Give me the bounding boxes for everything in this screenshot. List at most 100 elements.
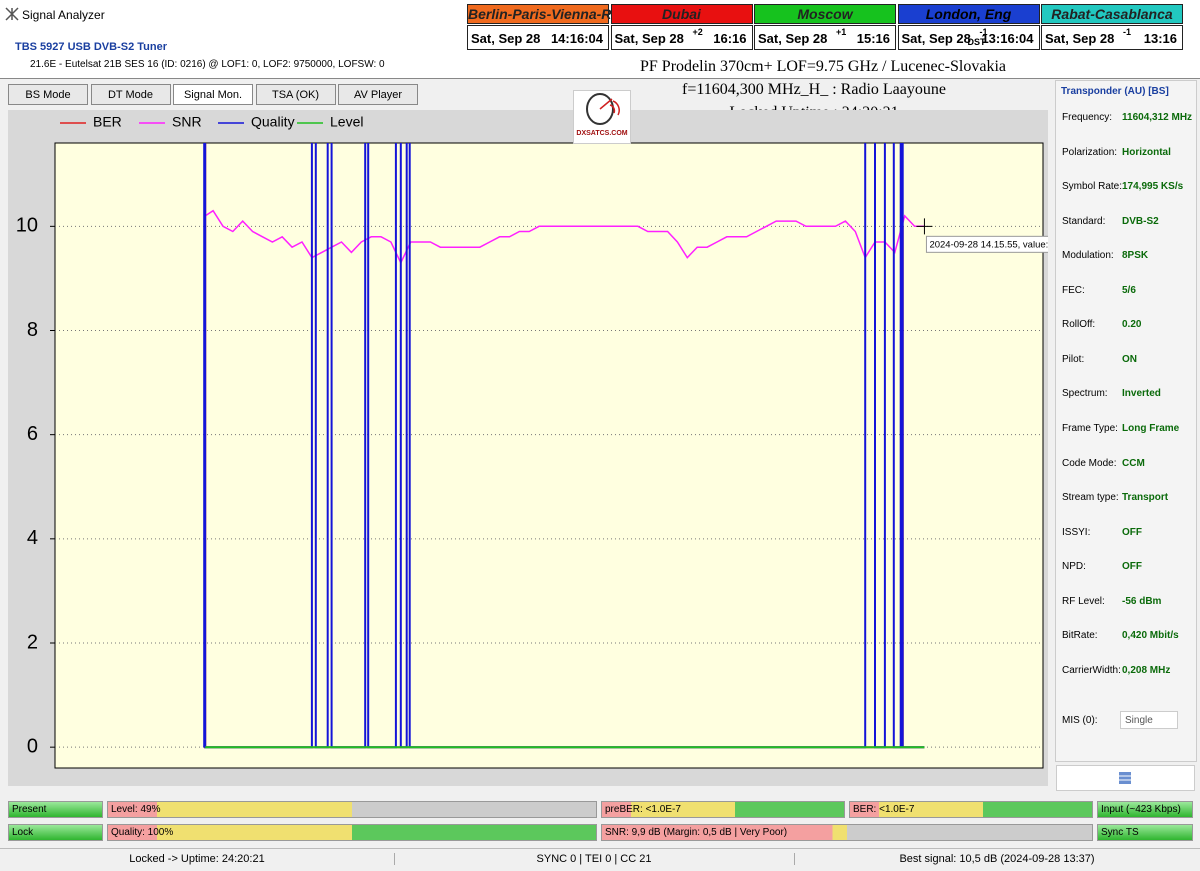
param-label: Standard: — [1062, 215, 1106, 227]
clock-note: DST — [967, 37, 986, 47]
status-segment: Lock — [8, 824, 103, 841]
dish-info: PF Prodelin 370cm+ LOF=9.75 GHz / Lucene… — [640, 58, 1006, 75]
param-value: 174,995 KS/s — [1122, 181, 1184, 193]
param-label: Modulation: — [1062, 250, 1114, 262]
param-value: Horizontal — [1122, 146, 1171, 158]
clock-offset: -1 — [979, 27, 988, 37]
clock-date: Sat, Sep 28 — [758, 31, 828, 46]
param-value: 11604,312 MHz — [1122, 112, 1193, 123]
param-value: Transport — [1122, 492, 1169, 504]
tab[interactable]: TSA (OK) — [255, 84, 336, 105]
mis-dropdown[interactable]: Single — [1120, 711, 1178, 729]
y-tick-label: 0 — [27, 735, 38, 757]
clock-time: 14:16:04 — [550, 31, 603, 46]
legend-label: BER — [93, 114, 122, 130]
logo-text: DXSATCS.COM — [576, 130, 628, 137]
param-label: CarrierWidth: — [1062, 664, 1121, 676]
clock-city: Dubai — [610, 4, 753, 24]
tooltip-box — [925, 235, 1048, 253]
y-tick-label: 10 — [16, 215, 38, 237]
clock-date: Sat, Sep 28 — [901, 31, 971, 46]
param-value: OFF — [1122, 526, 1142, 538]
param-value: ON — [1122, 353, 1137, 365]
clock-time: 15:16 — [856, 31, 890, 46]
clock-offset: +2 — [692, 27, 703, 37]
clock-date: Sat, Sep 28 — [1045, 31, 1115, 46]
param-label: RF Level: — [1062, 595, 1105, 607]
param-label: ISSYI: — [1062, 526, 1091, 538]
footer-bar — [0, 848, 1200, 871]
tab[interactable]: BS Mode — [8, 84, 88, 105]
status-segment: Quality: 100% — [107, 824, 597, 841]
param-value: 0,420 Mbit/s — [1122, 630, 1179, 642]
clock-city: Moscow — [754, 4, 896, 24]
crosshair — [916, 218, 933, 235]
param-label: BitRate: — [1062, 630, 1098, 642]
param-value: DVB-S2 — [1122, 215, 1159, 227]
series-line — [204, 209, 925, 265]
param-label: RollOff: — [1062, 319, 1096, 331]
transponder-panel — [1055, 80, 1197, 762]
chart: 0 2 4 6 8 10 BER SNR Quality Level 2024-09-28 14.1… — [8, 110, 1048, 786]
tab[interactable]: Signal Mon. — [173, 84, 253, 105]
param-value: OFF — [1122, 561, 1142, 573]
clock-time: 16:16 — [713, 31, 747, 46]
tuner-details: 21.6E - Eutelsat 21B SES 16 (ID: 0216) @… — [30, 59, 385, 70]
clock-cell — [754, 25, 896, 50]
param-label: Polarization: — [1062, 146, 1118, 158]
status-segment: Input (~423 Kbps) — [1097, 801, 1193, 818]
param-label: Code Mode: — [1062, 457, 1117, 469]
clock-time: 13:16:04 — [981, 31, 1034, 46]
param-value: Inverted — [1122, 388, 1161, 400]
param-label: Frame Type: — [1062, 422, 1118, 434]
param-label: Stream type: — [1062, 492, 1119, 504]
param-value: -56 dBm — [1122, 595, 1162, 607]
footer-text: Locked -> Uptime: 24:20:21 — [0, 853, 395, 865]
clock-date: Sat, Sep 28 — [471, 31, 541, 46]
button-icon — [1119, 772, 1131, 784]
clock-cell — [610, 25, 753, 50]
param-value: 8PSK — [1122, 250, 1149, 262]
status-segment: preBER: <1.0E-7 — [601, 801, 845, 818]
window-title: Signal Analyzer — [22, 8, 105, 22]
tab[interactable]: DT Mode — [90, 84, 171, 105]
plot-lines — [203, 143, 925, 749]
status-segment: SNR: 9,9 dB (Margin: 0,5 dB | Very Poor) — [601, 824, 1093, 841]
clock-time: 13:16 — [1143, 31, 1177, 46]
footer-text: SYNC 0 | TEI 0 | CC 21 — [394, 853, 795, 865]
tab[interactable]: AV Player — [338, 84, 418, 105]
param-label: Pilot: — [1062, 353, 1085, 365]
param-label: FEC: — [1062, 284, 1085, 296]
param-label: NPD: — [1062, 561, 1086, 573]
y-tick-label: 6 — [27, 423, 38, 445]
frequency-info: f=11604,300 MHz_H_ : Radio Laayoune — [682, 81, 946, 98]
param-value: 5/6 — [1122, 284, 1136, 296]
panel-button[interactable] — [1056, 765, 1195, 791]
legend-label: Level — [330, 114, 363, 130]
app-icon — [5, 7, 19, 21]
transponder-title: Transponder (AU) [BS] — [1061, 86, 1169, 97]
param-value: Long Frame — [1122, 422, 1180, 434]
legend-label: Quality — [251, 114, 295, 130]
logo-dish — [586, 93, 620, 125]
mis-label: MIS (0): — [1062, 715, 1098, 726]
y-tick-label: 4 — [27, 527, 38, 549]
status-segment: Present — [8, 801, 103, 818]
status-segment: Level: 49% — [107, 801, 597, 818]
param-label: Frequency: — [1062, 112, 1113, 123]
status-segment: BER: <1.0E-7 — [849, 801, 1093, 818]
clock-city: London, Eng — [897, 4, 1040, 24]
clock-city: Rabat-Casablanca — [1041, 4, 1183, 24]
clock-city: Berlin-Paris-Vienna-Roma — [467, 4, 641, 24]
clock-offset: -1 — [1123, 27, 1132, 37]
status-segment: Sync TS — [1097, 824, 1193, 841]
param-value: 0,208 MHz — [1122, 664, 1171, 676]
clock-cell — [467, 25, 609, 50]
param-label: Symbol Rate: — [1062, 181, 1123, 193]
clock-cell — [1041, 25, 1183, 50]
param-value: 0.20 — [1122, 319, 1142, 331]
plot-area — [54, 142, 1044, 769]
tooltip-text: 2024-09-28 14.15.55, value: 10 — [929, 239, 1048, 250]
clock-cell — [897, 25, 1040, 50]
y-tick-label: 8 — [27, 319, 38, 341]
